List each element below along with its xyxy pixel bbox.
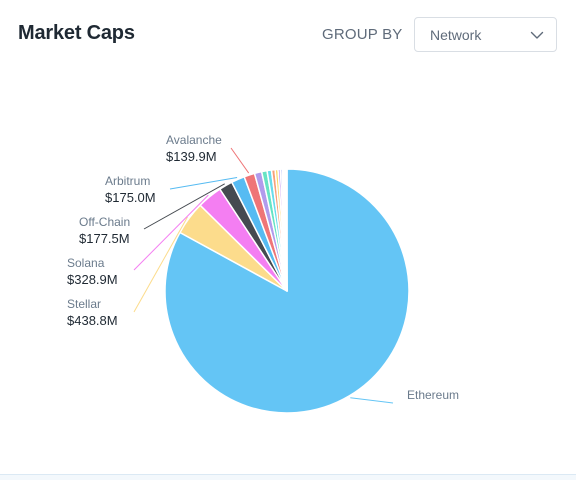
page-title: Market Caps (18, 22, 135, 44)
slice-value-solana: $328.9M (67, 272, 118, 287)
slice-label-arbitrum: Arbitrum (105, 174, 150, 188)
slice-label-off-chain: Off-Chain (79, 215, 130, 229)
slice-value-stellar: $438.8M (67, 313, 118, 328)
leader-line-ethereum (350, 397, 394, 404)
leader-line-stellar (133, 216, 188, 313)
slice-value-off-chain: $177.5M (79, 231, 130, 246)
slice-label-stellar: Stellar (67, 297, 101, 311)
slice-label-avalanche: Avalanche (166, 133, 222, 147)
group-by-label: GROUP BY (322, 26, 403, 43)
slice-label-solana: Solana (67, 256, 105, 270)
bottom-divider (0, 474, 576, 480)
leader-line-off-chain (143, 183, 225, 230)
pie-slice-18[interactable] (285, 168, 288, 292)
leader-line-avalanche (230, 147, 250, 174)
slice-label-ethereum: Ethereum (407, 388, 459, 402)
leader-line-arbitrum (169, 177, 238, 190)
group-by-select[interactable]: Network (414, 17, 557, 52)
pie-labels: Ethereum Stellar $438.8M Solana $328.9M Off-C… (67, 133, 459, 404)
slice-value-avalanche: $139.9M (166, 149, 217, 164)
pie-slices (164, 168, 410, 414)
leader-line-solana (133, 194, 209, 271)
chevron-down-icon[interactable] (530, 28, 544, 42)
slice-value-arbitrum: $175.0M (105, 190, 156, 205)
group-by-select-value: Network (430, 27, 482, 43)
